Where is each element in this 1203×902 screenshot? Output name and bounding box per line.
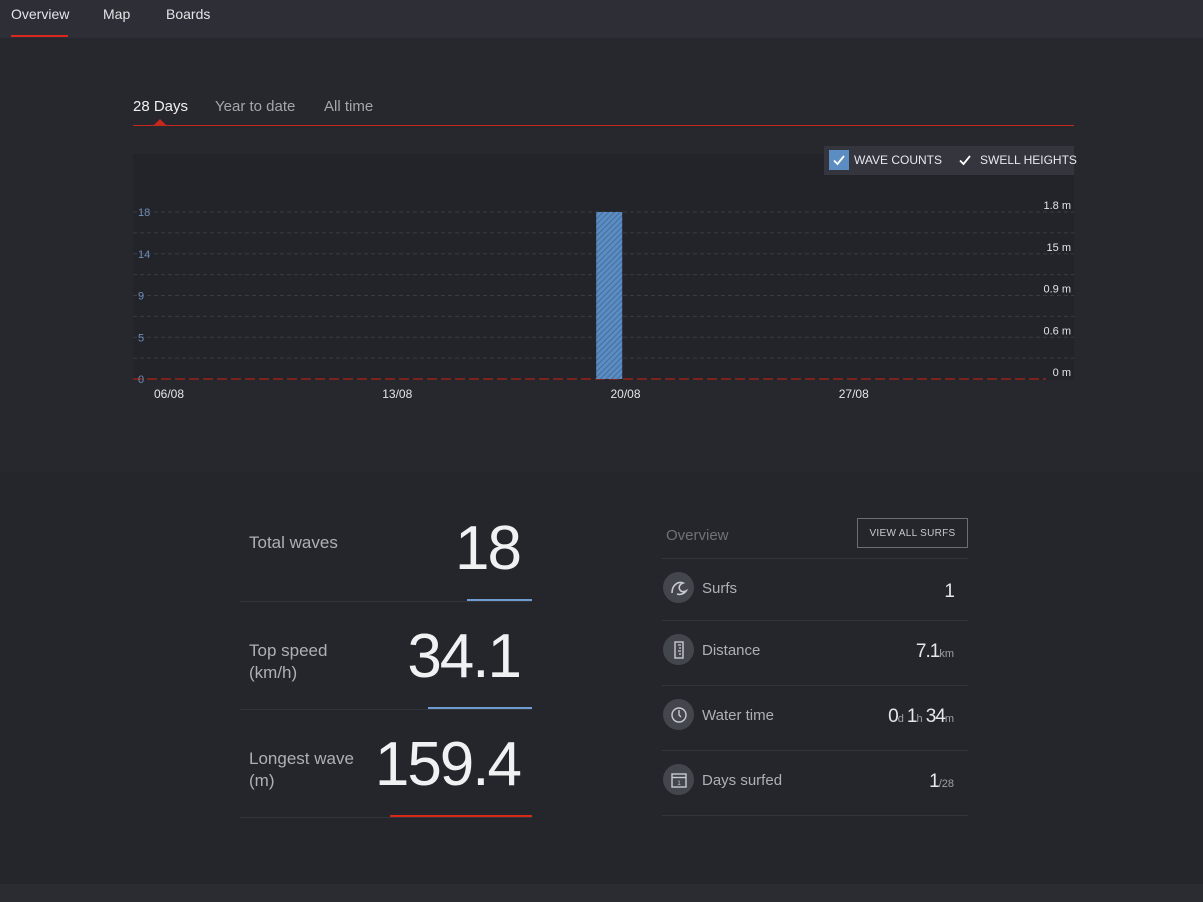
days-surfed-value: 1/28 <box>929 771 954 793</box>
x-tick-label: 27/08 <box>839 387 869 401</box>
distance-number: 7.1 <box>915 641 940 662</box>
legend-wave-counts[interactable]: WAVE COUNTS <box>829 149 942 171</box>
overview-row-distance: Distance 7.1km <box>662 620 968 685</box>
checkmark-icon[interactable] <box>955 150 975 170</box>
range-tabs-underline <box>133 125 1074 126</box>
overview-divider <box>662 815 968 816</box>
overview-row-surfs: Surfs 1 <box>662 558 968 623</box>
y-tick-right: 1.8 m <box>1043 200 1071 212</box>
top-speed-bar <box>428 707 532 709</box>
legend-swell-heights[interactable]: SWELL HEIGHTS <box>955 149 1077 171</box>
x-tick-label: 13/08 <box>382 387 412 401</box>
nav-active-indicator <box>11 35 68 37</box>
x-tick-label: 06/08 <box>154 387 184 401</box>
distance-label: Distance <box>702 642 761 659</box>
clock-icon <box>663 699 694 730</box>
total-waves-label: Total waves <box>249 533 338 552</box>
overview-title: Overview <box>666 527 729 544</box>
water-time-label: Water time <box>702 707 774 724</box>
nav-map[interactable]: Map <box>103 6 131 22</box>
view-all-surfs-button[interactable]: VIEW ALL SURFS <box>857 518 968 548</box>
x-tick-label: 20/08 <box>610 387 640 401</box>
wave-count-bar <box>596 212 623 379</box>
wave-icon <box>663 572 694 603</box>
water-time-value: 0d 1h 34m <box>888 706 954 728</box>
stat-top-speed: Top speed (km/h) 34.1 <box>240 602 532 710</box>
longest-wave-bar <box>390 815 532 817</box>
footer-strip <box>0 884 1203 902</box>
y-tick-right: 0 m <box>1053 367 1071 379</box>
stat-divider <box>240 817 532 818</box>
days-unit: d <box>897 713 907 725</box>
y-tick-left: 14 <box>138 249 150 261</box>
y-tick-left: 9 <box>138 291 144 303</box>
days-surfed-label: Days surfed <box>702 772 783 789</box>
longest-wave-value: 159.4 <box>374 730 522 799</box>
longest-wave-label: Longest wave (m) <box>249 749 354 790</box>
y-tick-left: 0 <box>138 374 144 386</box>
tab-all-time[interactable]: All time <box>324 98 374 115</box>
y-tick-right: 15 m <box>1047 242 1071 254</box>
distance-unit: km <box>939 648 954 660</box>
legend-swell-heights-label: SWELL HEIGHTS <box>980 153 1077 167</box>
stat-divider <box>240 709 532 710</box>
hours-unit: h <box>916 713 926 725</box>
distance-value: 7.1km <box>916 641 954 663</box>
tab-28-days[interactable]: 28 Days <box>133 98 189 115</box>
total-waves-bar <box>467 599 532 601</box>
water-time-minutes: 34 <box>925 706 946 727</box>
top-nav: Overview Map Boards <box>0 0 1203 38</box>
y-tick-left: 18 <box>138 207 150 219</box>
ruler-icon <box>663 634 694 665</box>
legend-wave-counts-label: WAVE COUNTS <box>854 153 943 167</box>
water-time-days: 0 <box>888 706 899 727</box>
minutes-unit: m <box>944 713 954 725</box>
y-tick-right: 0.6 m <box>1043 325 1071 337</box>
top-speed-value: 34.1 <box>407 622 522 691</box>
water-time-hours: 1 <box>906 706 918 727</box>
overview-row-days-surfed: 1 Days surfed 1/28 <box>662 750 968 815</box>
checkbox-checked-icon[interactable] <box>829 150 849 170</box>
wave-chart: 0 5 9 14 18 0 m 0.6 m 0.9 m 15 m 1.8 m 06/08 13/08 2… <box>133 200 1074 401</box>
stat-total-waves: Total waves 18 <box>240 494 532 602</box>
chart-legend: WAVE COUNTS SWELL HEIGHTS <box>824 146 1077 175</box>
calendar-icon: 1 <box>663 764 694 795</box>
active-tab-caret <box>154 119 166 125</box>
stat-divider <box>240 601 532 602</box>
y-tick-left: 5 <box>138 332 144 344</box>
days-surfed-total: /28 <box>938 778 954 790</box>
overview-row-water-time: Water time 0d 1h 34m <box>662 685 968 750</box>
total-waves-value: 18 <box>455 514 522 583</box>
y-tick-right: 0.9 m <box>1043 284 1071 296</box>
surfs-label: Surfs <box>702 580 738 597</box>
top-speed-label: Top speed (km/h) <box>249 641 328 682</box>
surfs-value: 1 <box>944 581 955 602</box>
svg-text:1: 1 <box>677 781 681 787</box>
nav-boards[interactable]: Boards <box>166 6 211 22</box>
range-tabs: 28 Days Year to date All time <box>133 98 1074 126</box>
days-surfed-number: 1 <box>929 771 940 792</box>
nav-overview[interactable]: Overview <box>11 6 70 22</box>
stat-longest-wave: Longest wave (m) 159.4 <box>240 710 532 818</box>
tab-year-to-date[interactable]: Year to date <box>215 98 296 115</box>
stats-section <box>0 472 1203 884</box>
